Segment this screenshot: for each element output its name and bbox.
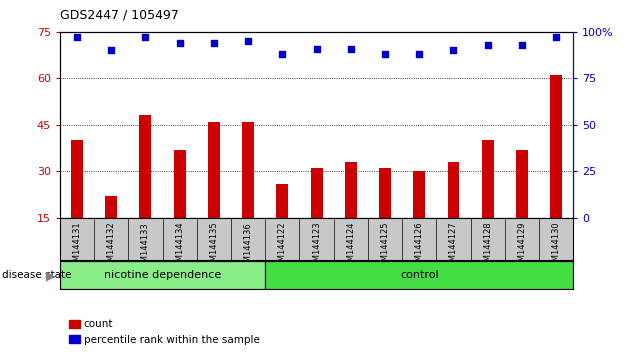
Text: GSM144131: GSM144131	[72, 222, 81, 272]
Point	[380, 51, 390, 57]
Text: control: control	[400, 270, 438, 280]
Text: GSM144130: GSM144130	[552, 222, 561, 272]
Point	[209, 40, 219, 46]
Bar	[447, 162, 459, 218]
Bar	[550, 75, 562, 218]
Bar	[71, 140, 83, 218]
Bar	[413, 171, 425, 218]
Bar	[105, 196, 117, 218]
Text: nicotine dependence: nicotine dependence	[104, 270, 221, 280]
Text: ▶: ▶	[46, 269, 55, 282]
Text: GSM144128: GSM144128	[483, 222, 492, 272]
Point	[140, 35, 151, 40]
Text: GSM144132: GSM144132	[106, 222, 116, 272]
Text: GSM144123: GSM144123	[312, 222, 321, 272]
Bar	[265, 261, 573, 289]
Bar	[174, 149, 186, 218]
Text: GSM144136: GSM144136	[244, 222, 253, 273]
Text: GSM144135: GSM144135	[209, 222, 219, 272]
Bar	[379, 168, 391, 218]
Text: GSM144129: GSM144129	[517, 222, 527, 272]
Point	[346, 46, 356, 51]
Bar	[277, 184, 289, 218]
Bar	[345, 162, 357, 218]
Bar	[60, 261, 265, 289]
Point	[106, 47, 116, 53]
Bar	[311, 168, 323, 218]
Point	[517, 42, 527, 48]
Text: GDS2447 / 105497: GDS2447 / 105497	[60, 9, 179, 22]
Bar	[139, 115, 151, 218]
Point	[277, 51, 287, 57]
Text: GSM144127: GSM144127	[449, 222, 458, 272]
Bar	[208, 122, 220, 218]
Text: disease state: disease state	[2, 270, 71, 280]
Point	[551, 35, 561, 40]
Point	[449, 47, 459, 53]
Point	[414, 51, 424, 57]
Bar	[482, 140, 494, 218]
Legend: count, percentile rank within the sample: count, percentile rank within the sample	[65, 315, 264, 349]
Point	[175, 40, 185, 46]
Bar	[242, 122, 254, 218]
Text: GSM144124: GSM144124	[346, 222, 355, 272]
Text: GSM144122: GSM144122	[278, 222, 287, 272]
Text: GSM144134: GSM144134	[175, 222, 184, 272]
Text: GSM144133: GSM144133	[141, 222, 150, 273]
Point	[243, 38, 253, 44]
Text: GSM144126: GSM144126	[415, 222, 424, 272]
Point	[483, 42, 493, 48]
Bar	[516, 149, 528, 218]
Point	[72, 35, 82, 40]
Point	[311, 46, 321, 51]
Text: GSM144125: GSM144125	[381, 222, 389, 272]
